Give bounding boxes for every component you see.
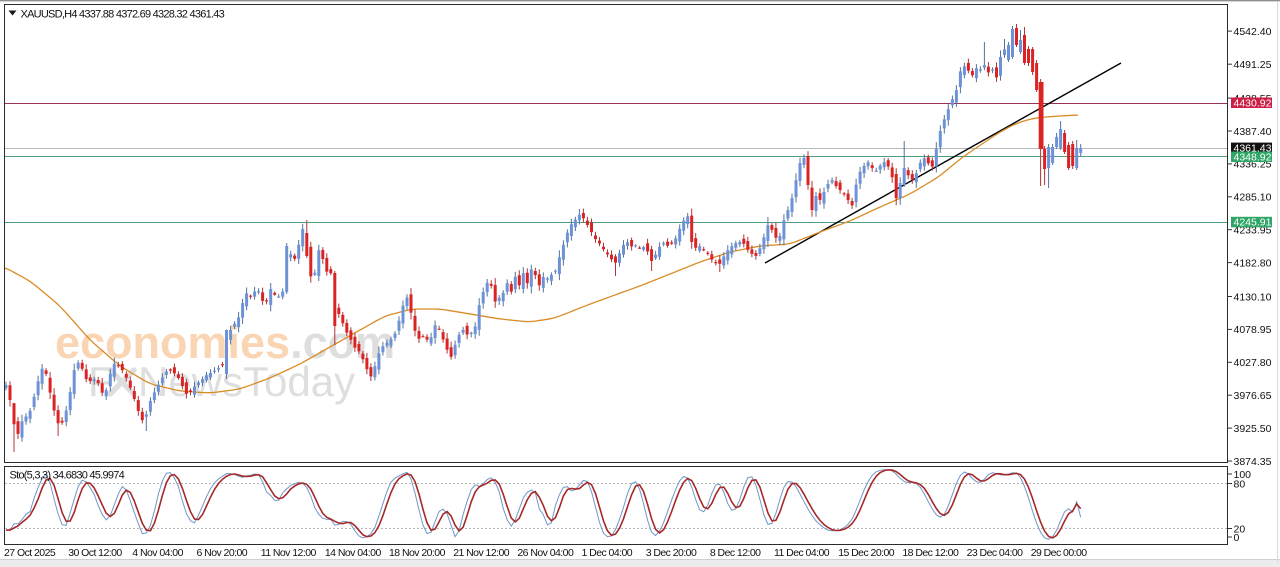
svg-text:11 Dec 04:00: 11 Dec 04:00 <box>774 547 830 559</box>
svg-text:23 Dec 04:00: 23 Dec 04:00 <box>967 547 1024 559</box>
svg-text:XAUUSD,H4 4337.88 4372.69 432: XAUUSD,H4 4337.88 4372.69 4328.32 4361.4… <box>21 9 225 21</box>
svg-text:6 Nov 20:00: 6 Nov 20:00 <box>197 547 248 559</box>
svg-text:14 Nov 04:00: 14 Nov 04:00 <box>325 547 382 559</box>
svg-text:100: 100 <box>1234 469 1252 481</box>
svg-text:NewsToday: NewsToday <box>138 358 355 405</box>
svg-text:3976.65: 3976.65 <box>1234 390 1272 402</box>
svg-text:11 Nov 12:00: 11 Nov 12:00 <box>261 547 317 559</box>
svg-text:27 Oct 2025: 27 Oct 2025 <box>4 547 56 559</box>
svg-text:4245.91: 4245.91 <box>1234 217 1272 229</box>
svg-text:15 Dec 20:00: 15 Dec 20:00 <box>838 547 895 559</box>
svg-text:4387.40: 4387.40 <box>1234 126 1272 138</box>
svg-text:80: 80 <box>1234 478 1246 490</box>
svg-text:18 Nov 20:00: 18 Nov 20:00 <box>389 547 446 559</box>
svg-text:4 Nov 04:00: 4 Nov 04:00 <box>132 547 183 559</box>
svg-text:4233.95: 4233.95 <box>1234 225 1272 237</box>
svg-text:1 Dec 04:00: 1 Dec 04:00 <box>582 547 633 559</box>
svg-text:0: 0 <box>1234 532 1240 544</box>
svg-text:4078.95: 4078.95 <box>1234 324 1272 336</box>
svg-text:4130.10: 4130.10 <box>1234 291 1272 303</box>
svg-text:4182.80: 4182.80 <box>1234 257 1272 269</box>
svg-text:4348.92: 4348.92 <box>1234 151 1272 163</box>
svg-text:26 Nov 04:00: 26 Nov 04:00 <box>517 547 574 559</box>
svg-text:4430.92: 4430.92 <box>1234 97 1272 109</box>
svg-text:4491.25: 4491.25 <box>1234 59 1272 71</box>
svg-text:3874.35: 3874.35 <box>1234 456 1272 468</box>
svg-text:3 Dec 20:00: 3 Dec 20:00 <box>646 547 697 559</box>
svg-text:8 Dec 12:00: 8 Dec 12:00 <box>710 547 761 559</box>
svg-text:4285.10: 4285.10 <box>1234 192 1272 204</box>
svg-text:21 Nov 12:00: 21 Nov 12:00 <box>453 547 510 559</box>
svg-text:4542.40: 4542.40 <box>1234 26 1272 38</box>
svg-text:18 Dec 12:00: 18 Dec 12:00 <box>902 547 959 559</box>
svg-text:29 Dec 00:00: 29 Dec 00:00 <box>1031 547 1088 559</box>
svg-text:Sto(5,3,3) 34.6830 45.9974: Sto(5,3,3) 34.6830 45.9974 <box>10 470 125 482</box>
svg-text:3925.50: 3925.50 <box>1234 423 1272 435</box>
svg-text:4027.80: 4027.80 <box>1234 357 1272 369</box>
svg-text:20: 20 <box>1234 523 1246 535</box>
svg-text:30 Oct 12:00: 30 Oct 12:00 <box>68 547 122 559</box>
